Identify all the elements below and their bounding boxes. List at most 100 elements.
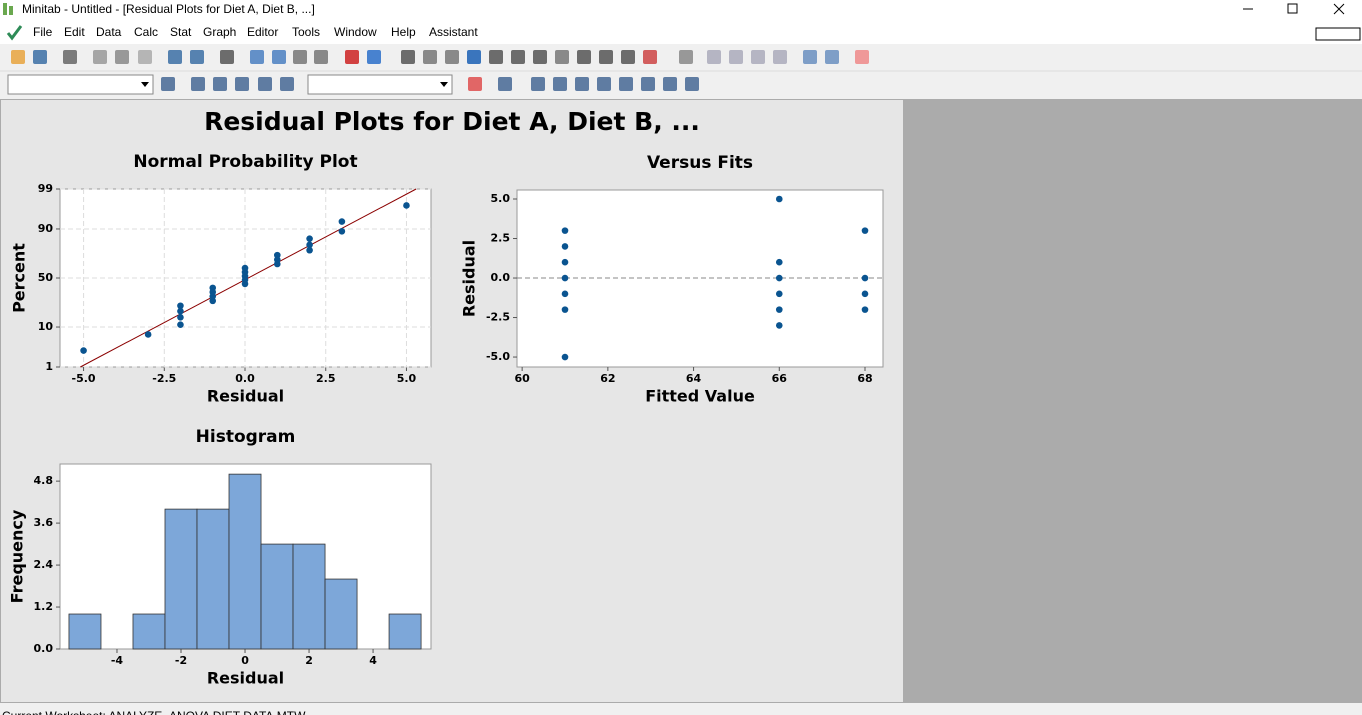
toolbar-button[interactable] [803, 50, 817, 64]
toolbar-button[interactable] [707, 50, 721, 64]
toolbar-button[interactable] [213, 77, 227, 91]
combo-box[interactable] [307, 74, 453, 95]
combo-arrow[interactable] [440, 82, 448, 87]
chart-title: Versus Fits [647, 153, 753, 173]
toolbar-button[interactable] [63, 50, 77, 64]
toolbar-button[interactable] [855, 50, 869, 64]
menu-item[interactable]: Stat [170, 25, 192, 39]
toolbar-button[interactable] [220, 50, 234, 64]
fit-line [80, 188, 417, 368]
combo-box[interactable] [7, 74, 154, 95]
data-point [775, 195, 783, 203]
toolbar-button[interactable] [621, 50, 635, 64]
toolbar-button[interactable] [272, 50, 286, 64]
toolbar-button[interactable] [641, 77, 655, 91]
x-tick-label: 62 [600, 372, 615, 385]
y-tick-label: 0.0 [491, 271, 511, 284]
toolbar-buttons [11, 50, 869, 91]
toolbar-button[interactable] [258, 77, 272, 91]
toolbar-button[interactable] [423, 50, 437, 64]
toolbar-button[interactable] [825, 50, 839, 64]
toolbar-button[interactable] [553, 77, 567, 91]
menu-item[interactable]: Help [391, 25, 416, 39]
toolbar-button[interactable] [345, 50, 359, 64]
x-tick-label: -2.5 [152, 372, 176, 385]
data-point [561, 274, 569, 282]
histogram-bar [292, 543, 326, 650]
toolbar-button[interactable] [679, 50, 693, 64]
data-point [561, 306, 569, 313]
toolbar-button[interactable] [663, 77, 677, 91]
toolbar-button[interactable] [293, 50, 307, 64]
menu-item[interactable]: Assistant [429, 25, 478, 39]
histogram-bar [228, 473, 262, 650]
restore-button[interactable] [1287, 3, 1298, 14]
combo-arrow[interactable] [141, 82, 149, 87]
toolbar-button[interactable] [138, 50, 152, 64]
menu-item[interactable]: File [33, 25, 53, 39]
data-point [177, 302, 184, 310]
data-point [177, 321, 184, 329]
toolbar-button[interactable] [685, 77, 699, 91]
toolbar-button[interactable] [168, 50, 182, 64]
menu-item[interactable]: Tools [292, 25, 320, 39]
mdi-buttons[interactable] [1315, 27, 1361, 41]
graph-title: Residual Plots for Diet A, Diet B, ... [204, 107, 700, 136]
data-point [403, 202, 410, 209]
toolbar-button[interactable] [599, 50, 613, 64]
toolbar-button[interactable] [445, 50, 459, 64]
menu-item[interactable]: Calc [134, 25, 158, 39]
toolbar-button[interactable] [597, 77, 611, 91]
toolbar-button[interactable] [190, 50, 204, 64]
toolbar-button[interactable] [161, 77, 175, 91]
data-point [775, 322, 783, 329]
toolbar-button[interactable] [468, 77, 482, 91]
toolbar-button[interactable] [643, 50, 657, 64]
chart-title: Histogram [196, 427, 296, 447]
toolbar-button[interactable] [33, 50, 47, 64]
data-point [209, 284, 217, 292]
toolbar-button[interactable] [489, 50, 503, 64]
toolbar-button[interactable] [115, 50, 129, 64]
menu-item[interactable]: Edit [64, 25, 85, 39]
toolbar-button[interactable] [314, 50, 328, 64]
data-point [561, 258, 569, 266]
y-tick-label: 4.8 [34, 474, 54, 487]
menu-item[interactable]: Window [334, 25, 377, 39]
toolbar-button[interactable] [250, 50, 264, 64]
data-point [775, 306, 783, 313]
y-tick-label: 90 [38, 222, 54, 235]
toolbar-button[interactable] [729, 50, 743, 64]
app-icon [3, 3, 7, 15]
menu-item[interactable]: Graph [203, 25, 236, 39]
toolbar-button[interactable] [280, 77, 294, 91]
toolbar-button[interactable] [555, 50, 569, 64]
toolbar-button[interactable] [191, 77, 205, 91]
histogram-bar [68, 613, 102, 650]
status-bar [0, 703, 1362, 715]
toolbar-button[interactable] [367, 50, 381, 64]
toolbar-button[interactable] [235, 77, 249, 91]
toolbar-button[interactable] [577, 50, 591, 64]
toolbar-button[interactable] [93, 50, 107, 64]
window-title: Minitab - Untitled - [Residual Plots for… [22, 2, 315, 16]
toolbar-button[interactable] [531, 77, 545, 91]
toolbar-button[interactable] [773, 50, 787, 64]
toolbar-button[interactable] [575, 77, 589, 91]
menu-item[interactable]: Data [96, 25, 122, 39]
toolbar-button[interactable] [619, 77, 633, 91]
toolbar-button[interactable] [498, 77, 512, 91]
toolbar-button[interactable] [751, 50, 765, 64]
menu-items: File Edit Data Calc Stat Graph Editor Tools Wind… [33, 25, 478, 39]
toolbar-button[interactable] [401, 50, 415, 64]
toolbar-button[interactable] [533, 50, 547, 64]
y-tick-label: 50 [38, 271, 54, 284]
close-button[interactable] [1333, 3, 1345, 15]
toolbar-button[interactable] [511, 50, 525, 64]
histogram-bar [132, 613, 166, 650]
x-tick-label: 68 [857, 372, 872, 385]
toolbar-button[interactable] [467, 50, 481, 64]
menu-item[interactable]: Editor [247, 25, 278, 39]
app-icon [9, 6, 13, 15]
toolbar-button[interactable] [11, 50, 25, 64]
